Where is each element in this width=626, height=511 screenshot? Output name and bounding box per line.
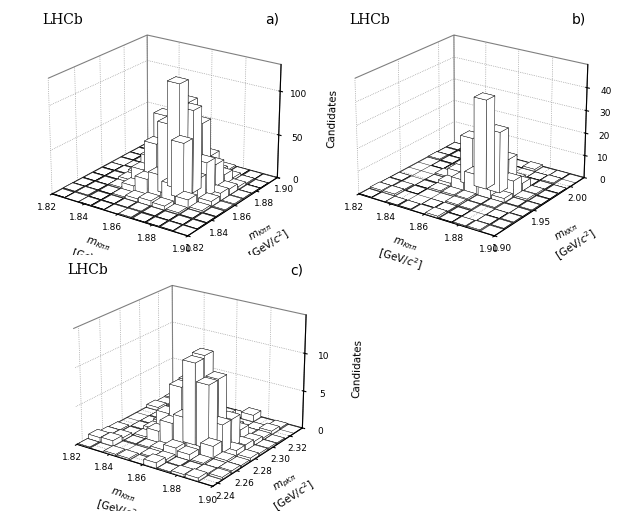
Text: a): a) bbox=[265, 13, 279, 27]
Text: LHCb: LHCb bbox=[43, 13, 83, 27]
Text: LHCb: LHCb bbox=[68, 263, 108, 277]
Y-axis label: $m_{KK\pi}$
[GeV/$c^2$]: $m_{KK\pi}$ [GeV/$c^2$] bbox=[545, 215, 599, 264]
Text: c): c) bbox=[290, 263, 303, 277]
X-axis label: $m_{K\pi\pi}$
[GeV/$c^2$]: $m_{K\pi\pi}$ [GeV/$c^2$] bbox=[376, 232, 428, 274]
X-axis label: $m_{K\pi\pi}$
[GeV/$c^2$]: $m_{K\pi\pi}$ [GeV/$c^2$] bbox=[95, 482, 146, 511]
Y-axis label: $m_{K\pi\pi}$
[GeV/$c^2$]: $m_{K\pi\pi}$ [GeV/$c^2$] bbox=[238, 215, 292, 264]
Text: LHCb: LHCb bbox=[349, 13, 390, 27]
Text: b): b) bbox=[572, 13, 586, 27]
Y-axis label: $m_{pK\pi}$
[GeV/$c^2$]: $m_{pK\pi}$ [GeV/$c^2$] bbox=[263, 464, 317, 511]
X-axis label: $m_{K\pi\pi}$
[GeV/$c^2$]: $m_{K\pi\pi}$ [GeV/$c^2$] bbox=[69, 232, 121, 274]
